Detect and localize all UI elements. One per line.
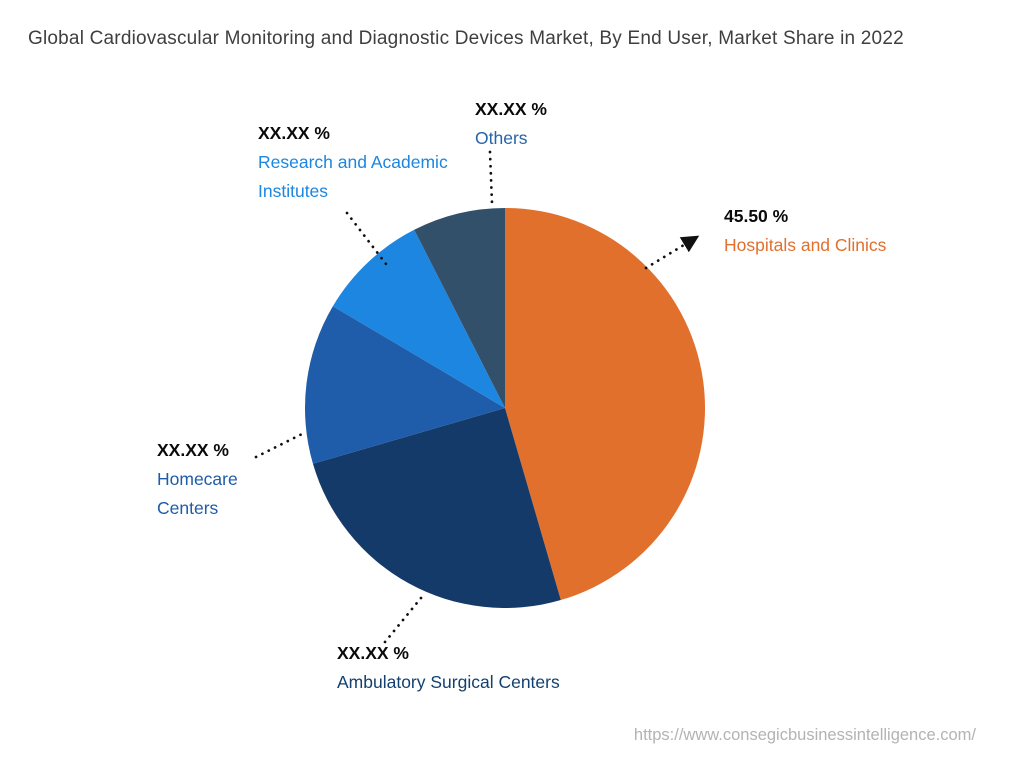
others-value: XX.XX % [475, 99, 547, 119]
hospitals-label: Hospitals and Clinics [724, 235, 887, 255]
pie-slice-others [414, 208, 505, 408]
pie-slice-hospitals-and-clinics [505, 208, 706, 601]
callout-others: XX.XX % Others [475, 95, 547, 153]
research-label: Research and Academic Institutes [258, 152, 448, 201]
homecare-value: XX.XX % [157, 440, 229, 460]
pie-slice-homecare-centers [304, 306, 505, 464]
hospitals-value: 45.50 % [724, 206, 789, 226]
homecare-label: Homecare Centers [157, 469, 238, 518]
ambulatory-leader-line [383, 596, 423, 644]
pie-slice-ambulatory-surgical-centers [312, 408, 561, 609]
callout-ambulatory: XX.XX % Ambulatory Surgical Centers [337, 639, 560, 697]
others-label: Others [475, 128, 528, 148]
callout-hospitals: 45.50 % Hospitals and Clinics [724, 202, 886, 260]
others-leader-line [488, 150, 494, 205]
pie-slice-research-and-academic-institutes [332, 229, 505, 408]
pie-slices [304, 208, 706, 609]
ambulatory-label: Ambulatory Surgical Centers [337, 672, 560, 692]
ambulatory-value: XX.XX % [337, 643, 409, 663]
source-url: https://www.consegicbusinessintelligence… [633, 726, 976, 744]
callout-research: XX.XX % Research and Academic Institutes [258, 119, 453, 206]
leader-lines [254, 150, 700, 644]
chart-title: Global Cardiovascular Monitoring and Dia… [28, 28, 904, 49]
hospitals-leader-line [644, 235, 700, 270]
research-value: XX.XX % [258, 123, 330, 143]
callout-homecare: XX.XX % Homecare Centers [157, 436, 277, 523]
homecare-leader-line [254, 432, 304, 459]
